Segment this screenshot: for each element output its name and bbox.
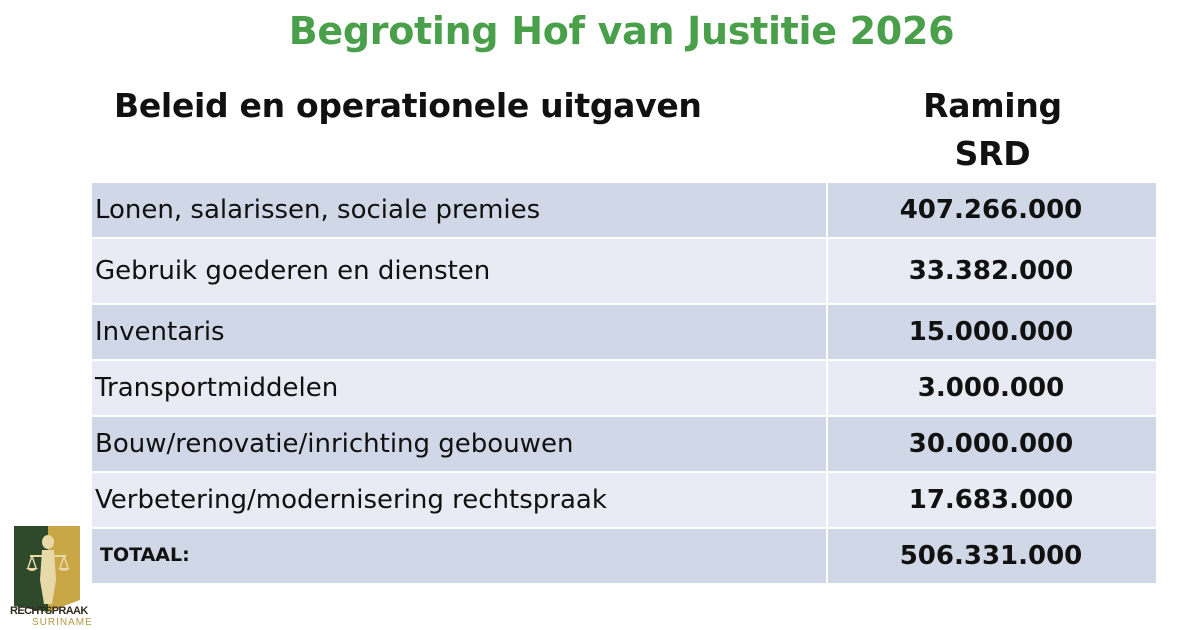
page-title: Begroting Hof van Justitie 2026 bbox=[288, 9, 955, 53]
row-value: 407.266.000 bbox=[899, 195, 1083, 225]
total-value: 506.331.000 bbox=[899, 541, 1083, 571]
row-label: Transportmiddelen bbox=[92, 361, 828, 415]
row-value: 3.000.000 bbox=[917, 373, 1065, 403]
table-row: Verbetering/modernisering rechtspraak 17… bbox=[92, 473, 1156, 529]
total-label: TOTAAL: bbox=[92, 529, 828, 583]
logo-text-line1: RECHTSPRAAK bbox=[10, 605, 88, 617]
table-row: Lonen, salarissen, sociale premies 407.2… bbox=[92, 183, 1156, 239]
column-header-category: Beleid en operationele uitgaven bbox=[114, 86, 702, 125]
budget-table: Lonen, salarissen, sociale premies 407.2… bbox=[92, 183, 1156, 585]
row-label: Bouw/renovatie/inrichting gebouwen bbox=[92, 417, 828, 471]
total-row: TOTAAL: 506.331.000 bbox=[92, 529, 1156, 585]
row-label: Gebruik goederen en diensten bbox=[92, 239, 828, 303]
row-label: Lonen, salarissen, sociale premies bbox=[92, 183, 828, 237]
row-value: 30.000.000 bbox=[908, 429, 1074, 459]
table-row: Bouw/renovatie/inrichting gebouwen 30.00… bbox=[92, 417, 1156, 473]
row-value: 15.000.000 bbox=[908, 317, 1074, 347]
rechtspraak-logo-icon bbox=[14, 526, 80, 612]
table-row: Inventaris 15.000.000 bbox=[92, 305, 1156, 361]
row-value: 17.683.000 bbox=[908, 485, 1074, 515]
logo-text-line2: SURINAME bbox=[32, 617, 93, 628]
column-header-estimate-line2: SRD bbox=[954, 134, 1031, 173]
row-value: 33.382.000 bbox=[908, 256, 1074, 286]
row-label: Verbetering/modernisering rechtspraak bbox=[92, 473, 828, 527]
column-header-estimate: Raming SRD bbox=[830, 82, 1155, 178]
table-row: Transportmiddelen 3.000.000 bbox=[92, 361, 1156, 417]
row-label: Inventaris bbox=[92, 305, 828, 359]
table-row: Gebruik goederen en diensten 33.382.000 bbox=[92, 239, 1156, 305]
column-header-estimate-line1: Raming bbox=[923, 86, 1062, 125]
